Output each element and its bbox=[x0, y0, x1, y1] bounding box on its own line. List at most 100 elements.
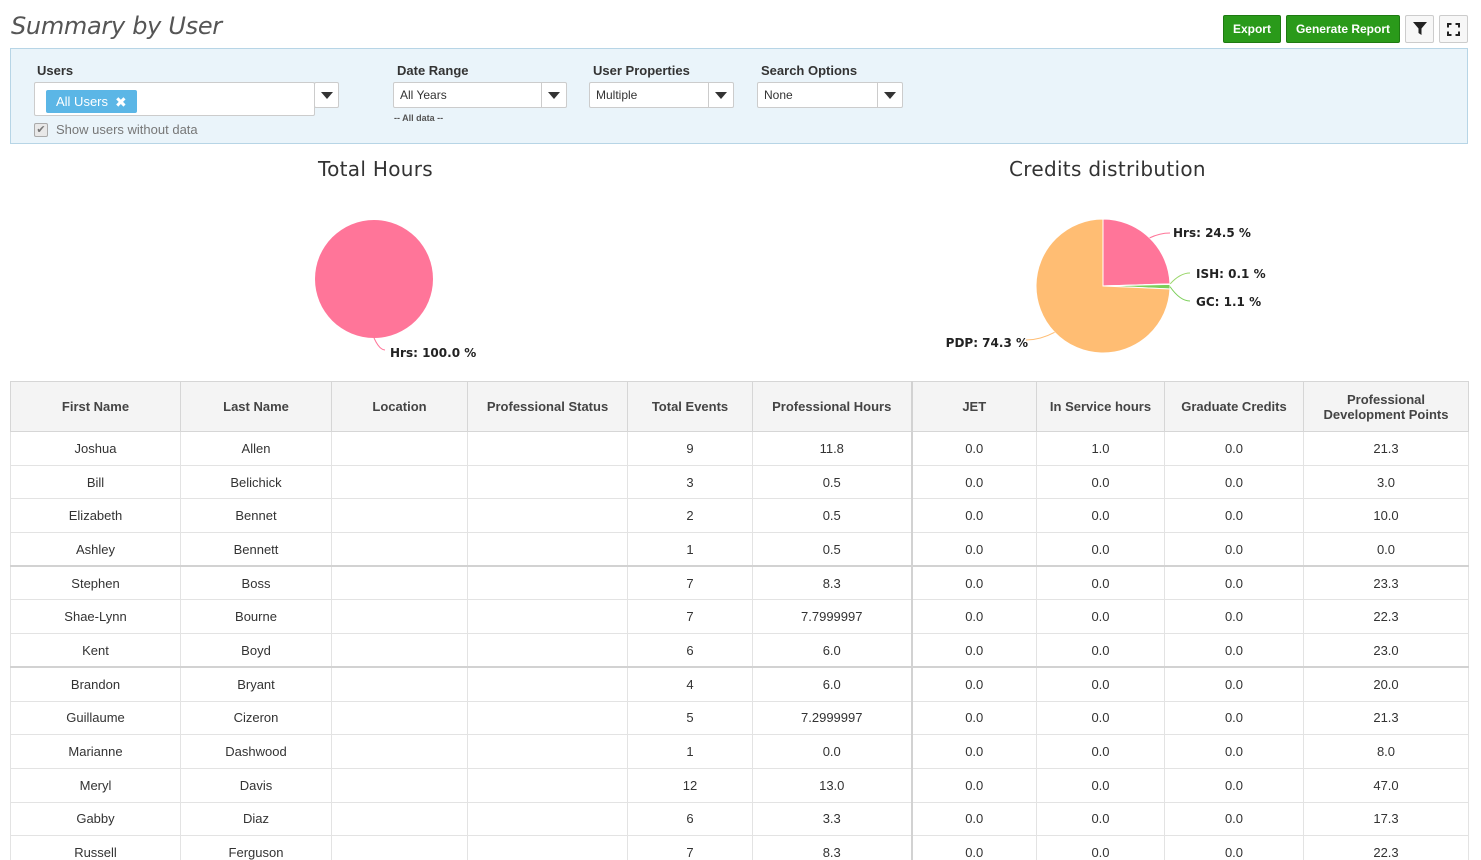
table-cell bbox=[331, 498, 468, 534]
search-options-arrow[interactable] bbox=[877, 83, 902, 107]
table-cell: Marianne bbox=[10, 734, 181, 769]
table-cell: 0.0 bbox=[1036, 801, 1165, 837]
table-cell bbox=[467, 599, 628, 635]
table-cell bbox=[467, 835, 628, 860]
table-cell bbox=[467, 431, 628, 466]
table-cell: 23.3 bbox=[1303, 565, 1469, 601]
table-row[interactable]: Stephen Boss 7 8.3 0.0 0.0 0.0 23.3 bbox=[10, 565, 1469, 601]
table-cell: 0.0 bbox=[1164, 498, 1304, 534]
pie-connector bbox=[1169, 286, 1191, 302]
table-cell: 0.0 bbox=[1036, 700, 1165, 736]
column-header[interactable]: Professional Hours bbox=[752, 381, 913, 432]
pie-slice-hrs[interactable] bbox=[315, 220, 433, 338]
date-range-arrow[interactable] bbox=[541, 83, 566, 107]
user-properties-arrow[interactable] bbox=[708, 83, 733, 107]
table-cell: 0.0 bbox=[911, 700, 1037, 736]
fullscreen-button[interactable] bbox=[1439, 15, 1468, 43]
table-row[interactable]: Kent Boyd 6 6.0 0.0 0.0 0.0 23.0 bbox=[10, 633, 1469, 668]
table-cell: 7.2999997 bbox=[752, 700, 913, 736]
table-cell: 0.0 bbox=[911, 464, 1037, 500]
remove-tag-icon[interactable]: ✖ bbox=[115, 93, 127, 110]
table-cell: 11.8 bbox=[752, 431, 913, 466]
column-header[interactable]: In Service hours bbox=[1036, 381, 1165, 432]
table-cell: 0.5 bbox=[752, 532, 913, 567]
table-cell: 0.0 bbox=[1036, 464, 1165, 500]
table-row[interactable]: Joshua Allen 9 11.8 0.0 1.0 0.0 21.3 bbox=[10, 431, 1469, 466]
table-cell: 0.0 bbox=[1036, 734, 1165, 769]
table-cell: 1.0 bbox=[1036, 431, 1165, 466]
table-cell: 3.0 bbox=[1303, 464, 1469, 500]
table-cell: Cizeron bbox=[180, 700, 332, 736]
table-cell: 0.0 bbox=[911, 666, 1037, 702]
table-cell: 0.0 bbox=[911, 835, 1037, 860]
column-header[interactable]: Last Name bbox=[180, 381, 332, 432]
table-cell: 8.0 bbox=[1303, 734, 1469, 769]
total-hours-pie-chart: Hrs: 100.0 % bbox=[315, 220, 476, 360]
table-row[interactable]: Bill Belichick 3 0.5 0.0 0.0 0.0 3.0 bbox=[10, 464, 1469, 500]
filter-button[interactable] bbox=[1405, 15, 1434, 43]
table-cell bbox=[331, 801, 468, 837]
pie-data-label: Hrs: 24.5 % bbox=[1173, 226, 1251, 240]
pie-data-label: PDP: 74.3 % bbox=[946, 336, 1028, 350]
table-row[interactable]: Russell Ferguson 7 8.3 0.0 0.0 0.0 22.3 bbox=[10, 835, 1469, 860]
pie-data-label: ISH: 0.1 % bbox=[1196, 267, 1266, 281]
table-cell bbox=[331, 666, 468, 702]
column-header[interactable]: Graduate Credits bbox=[1164, 381, 1304, 432]
column-header[interactable]: Professional Development Points bbox=[1303, 381, 1469, 432]
pie-data-label: Hrs: 100.0 % bbox=[390, 346, 476, 360]
pie-connector bbox=[1025, 331, 1055, 341]
table-row[interactable]: Meryl Davis 12 13.0 0.0 0.0 0.0 47.0 bbox=[10, 767, 1469, 803]
date-range-label: Date Range bbox=[397, 63, 469, 78]
export-button[interactable]: Export bbox=[1222, 15, 1281, 43]
users-dropdown-toggle[interactable] bbox=[314, 82, 339, 108]
table-cell: 0.0 bbox=[1036, 835, 1165, 860]
table-cell: Ferguson bbox=[180, 835, 332, 860]
table-cell: Gabby bbox=[10, 801, 181, 837]
table-cell bbox=[331, 633, 468, 668]
column-header[interactable]: JET bbox=[911, 381, 1037, 432]
table-row[interactable]: Ashley Bennett 1 0.5 0.0 0.0 0.0 0.0 bbox=[10, 532, 1469, 567]
users-multiselect[interactable]: All Users ✖ bbox=[34, 82, 315, 116]
table-cell: 0.0 bbox=[911, 734, 1037, 769]
table-cell: 0.0 bbox=[911, 565, 1037, 601]
table-cell: 0.0 bbox=[1164, 599, 1304, 635]
column-header[interactable]: Professional Status bbox=[467, 381, 628, 432]
table-cell: 1 bbox=[627, 734, 753, 769]
show-users-checkbox[interactable]: ✔ bbox=[34, 122, 48, 137]
date-range-select[interactable]: All Years bbox=[393, 82, 567, 108]
table-row[interactable]: Guillaume Cizeron 5 7.2999997 0.0 0.0 0.0 21.3 bbox=[10, 700, 1469, 736]
table-cell: Boss bbox=[180, 565, 332, 601]
pie-slice-hrs[interactable] bbox=[1102, 218, 1171, 287]
table-cell bbox=[331, 532, 468, 567]
table-cell bbox=[467, 498, 628, 534]
table-row[interactable]: Marianne Dashwood 1 0.0 0.0 0.0 0.0 8.0 bbox=[10, 734, 1469, 769]
summary-table: First Name Last Name Location Professional … bbox=[10, 381, 1469, 860]
table-cell bbox=[467, 565, 628, 601]
chevron-down-icon bbox=[548, 91, 560, 99]
table-cell bbox=[467, 633, 628, 668]
table-cell: Bennet bbox=[180, 498, 332, 534]
column-header[interactable]: First Name bbox=[10, 381, 181, 432]
show-users-label: Show users without data bbox=[56, 122, 198, 137]
table-row[interactable]: Brandon Bryant 4 6.0 0.0 0.0 0.0 20.0 bbox=[10, 666, 1469, 702]
table-cell: 6 bbox=[627, 633, 753, 668]
table-cell: 0.0 bbox=[1164, 666, 1304, 702]
table-cell: 0.0 bbox=[1036, 666, 1165, 702]
table-cell bbox=[331, 464, 468, 500]
table-row[interactable]: Elizabeth Bennet 2 0.5 0.0 0.0 0.0 10.0 bbox=[10, 498, 1469, 534]
user-properties-select[interactable]: Multiple bbox=[589, 82, 734, 108]
search-options-select[interactable]: None bbox=[757, 82, 903, 108]
generate-report-button[interactable]: Generate Report bbox=[1285, 15, 1400, 43]
table-row[interactable]: Shae-Lynn Bourne 7 7.7999997 0.0 0.0 0.0 22.3 bbox=[10, 599, 1469, 635]
date-range-value: All Years bbox=[400, 88, 447, 102]
table-row[interactable]: Gabby Diaz 6 3.3 0.0 0.0 0.0 17.3 bbox=[10, 801, 1469, 837]
column-header[interactable]: Total Events bbox=[627, 381, 753, 432]
search-options-value: None bbox=[764, 88, 793, 102]
table-cell: Guillaume bbox=[10, 700, 181, 736]
show-users-without-data[interactable]: ✔ Show users without data bbox=[34, 122, 198, 137]
table-cell: 0.0 bbox=[911, 532, 1037, 567]
user-tag-all-users[interactable]: All Users ✖ bbox=[46, 90, 137, 113]
table-cell: 7.7999997 bbox=[752, 599, 913, 635]
table-cell: 7 bbox=[627, 835, 753, 860]
column-header[interactable]: Location bbox=[331, 381, 468, 432]
